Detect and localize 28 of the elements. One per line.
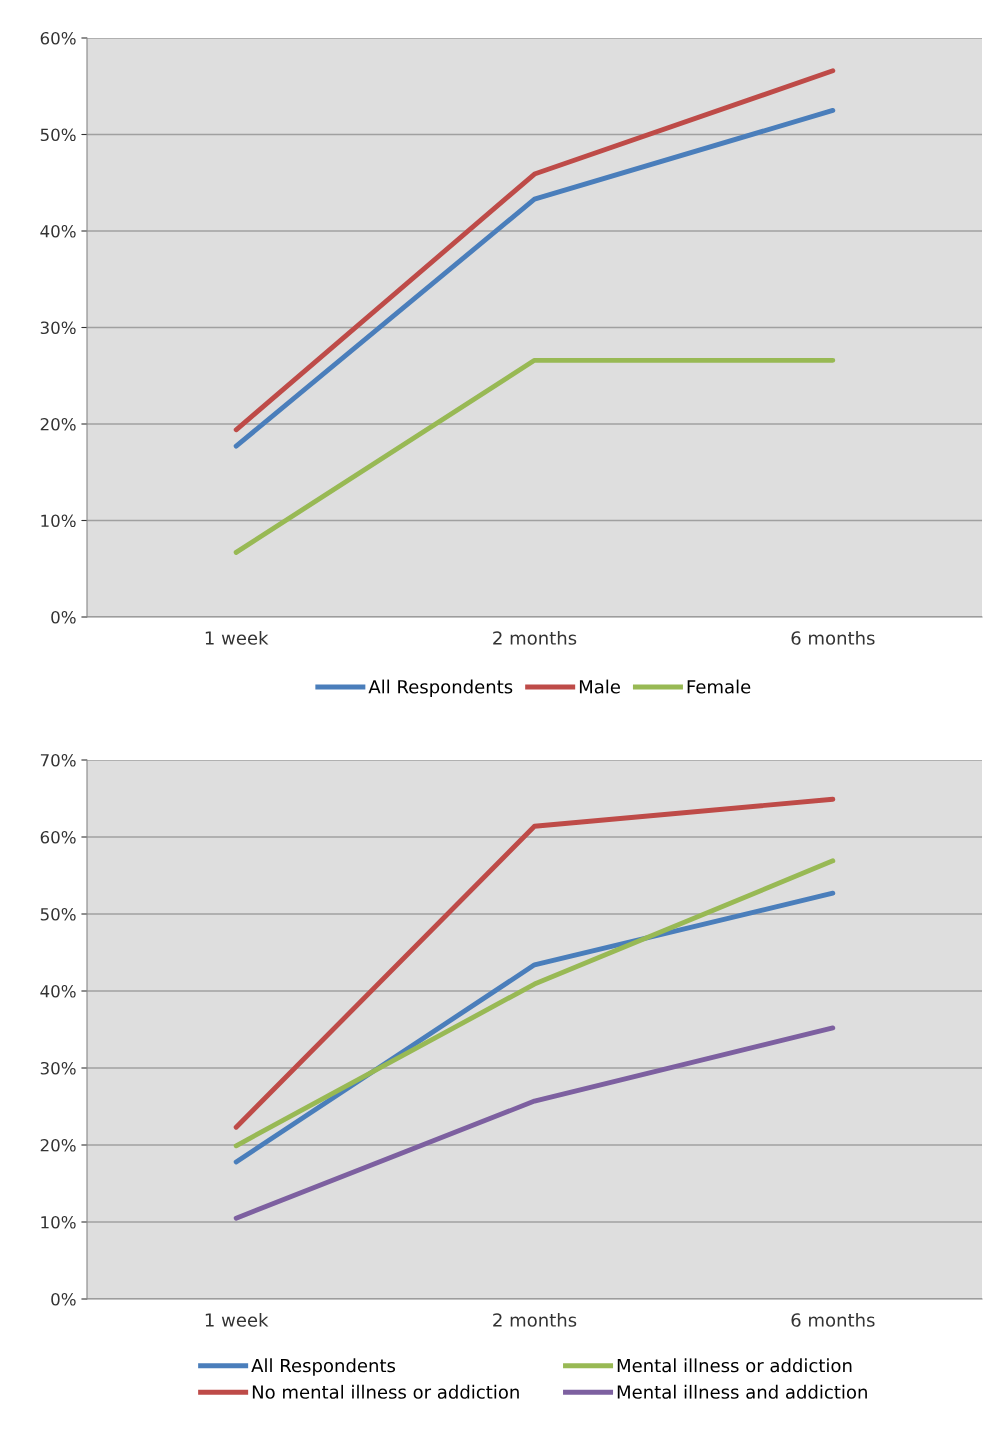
x-tick-label: 2 months — [493, 630, 577, 645]
legend-label: All Respondents — [368, 679, 513, 698]
x-tick-label: 1 week — [205, 1312, 269, 1327]
y-tick-label: 60% — [40, 31, 76, 45]
y-tick-label: 30% — [40, 1061, 76, 1075]
legend-label: Mental illness and addiction — [617, 1384, 867, 1399]
x-tick-label: 2 months — [493, 1312, 577, 1327]
legend-label: All Respondents — [251, 1358, 396, 1376]
y-tick-label: 40% — [40, 224, 76, 238]
y-tick-label: 0% — [51, 1292, 76, 1306]
y-tick-label: 0% — [51, 610, 76, 624]
y-tick-label: 20% — [40, 1138, 76, 1152]
y-tick-label: 40% — [40, 984, 76, 998]
x-tick-label: 1 week — [205, 630, 269, 645]
legend-label: Mental illness or addiction — [617, 1358, 852, 1373]
y-tick-label: 50% — [40, 128, 76, 142]
y-tick-label: 60% — [40, 830, 76, 844]
legend-label: Male — [579, 679, 620, 694]
y-tick-label: 10% — [41, 1215, 76, 1229]
y-tick-label: 10% — [41, 514, 76, 528]
x-tick-label: 6 months — [791, 630, 875, 645]
y-tick-label: 30% — [40, 321, 76, 335]
legend-label: Female — [687, 679, 751, 694]
legend-label: No mental illness or addiction — [252, 1384, 519, 1399]
x-tick-label: 6 months — [791, 1312, 875, 1327]
y-tick-label: 50% — [40, 907, 76, 921]
y-tick-label: 20% — [40, 417, 76, 431]
y-tick-label: 70% — [40, 753, 76, 767]
